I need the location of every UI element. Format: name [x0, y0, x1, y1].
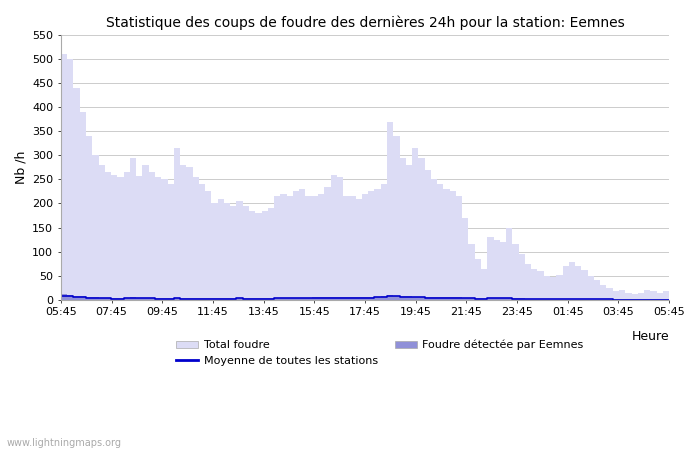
Text: Heure: Heure [631, 330, 669, 343]
Title: Statistique des coups de foudre des dernières 24h pour la station: Eemnes: Statistique des coups de foudre des dern… [106, 15, 624, 30]
Y-axis label: Nb /h: Nb /h [15, 151, 28, 184]
Legend: Total foudre, Moyenne de toutes les stations, Foudre détectée par Eemnes: Total foudre, Moyenne de toutes les stat… [176, 340, 584, 366]
Text: www.lightningmaps.org: www.lightningmaps.org [7, 438, 122, 448]
